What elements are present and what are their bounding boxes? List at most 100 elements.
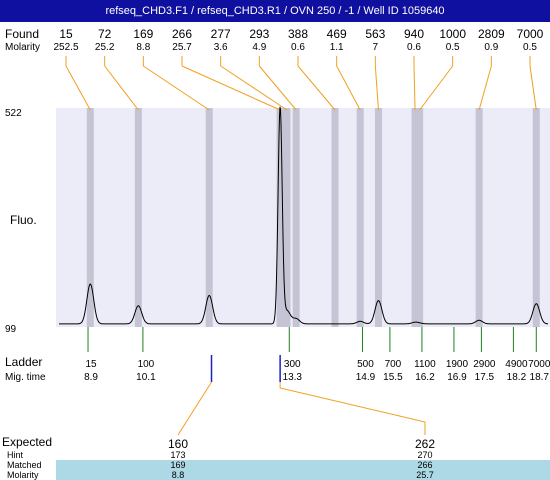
ladder-mig-time: 16.2: [415, 372, 435, 383]
found-peak-size: 388: [288, 27, 308, 41]
fluorescence-trace: [59, 106, 548, 325]
found-peak-molarity: 0.5: [446, 42, 460, 53]
ladder-size: 100: [138, 359, 155, 370]
ladder-size: 1100: [414, 359, 436, 370]
peak-connector: [297, 65, 336, 111]
peak-band: [292, 108, 300, 327]
ladder-mig-time: 10.1: [136, 372, 156, 383]
peak-connector: [181, 65, 281, 111]
ladder-mig-time: 16.9: [447, 372, 467, 383]
found-peak-molarity: 25.2: [95, 42, 115, 53]
peak-connectors: [65, 56, 537, 111]
peak-band: [276, 108, 284, 327]
peak-band: [283, 108, 291, 327]
peak-connector: [258, 65, 297, 111]
ladder-label: Ladder: [5, 355, 42, 369]
expected-connector: [279, 382, 426, 435]
expected-molarity: 8.8: [172, 470, 185, 480]
found-label: Found: [5, 27, 39, 41]
found-peak-size: 15: [59, 27, 73, 41]
found-peak-size: 72: [98, 27, 112, 41]
peak-connector: [413, 65, 416, 111]
expected-matched: 266: [417, 460, 432, 470]
found-peak-molarity: 252.5: [53, 42, 78, 53]
y-tick-bottom: 99: [5, 324, 17, 335]
found-peak-size: 940: [404, 27, 424, 41]
ladder-size: 7000: [528, 359, 550, 370]
ladder-mig-time: 14.9: [356, 372, 376, 383]
found-peak-molarity: 0.6: [291, 42, 305, 53]
peak-connector: [143, 65, 210, 111]
expected-connector: [177, 381, 212, 436]
found-peak-size: 7000: [517, 27, 544, 41]
found-peak-molarity: 3.6: [214, 42, 228, 53]
peak-band: [205, 108, 213, 327]
expected-matched: 169: [170, 460, 185, 470]
ladder-markers: 15 8.9 100 10.1 300 13.3 500 14.9 700 15.5 1100 16.…: [84, 327, 550, 383]
expected-hint: 270: [417, 450, 432, 460]
found-peak-molarity: 7: [373, 42, 379, 53]
found-peak-size: 563: [365, 27, 385, 41]
molarity-label: Molarity: [5, 42, 40, 53]
peak-band: [411, 108, 419, 327]
ladder-size: 500: [357, 359, 374, 370]
electropherogram-chart: Found Molarity Fluo. 522 99 Ladder Mig. …: [5, 27, 550, 436]
ladder-size: 700: [385, 359, 402, 370]
peak-connector: [65, 65, 91, 111]
found-peak-size: 1000: [439, 27, 466, 41]
peak-band: [532, 108, 540, 327]
peak-connector: [529, 65, 537, 111]
found-peak-molarity: 4.9: [252, 42, 266, 53]
expected-size: 160: [168, 437, 188, 451]
ladder-mig-time: 13.3: [283, 372, 303, 383]
ladder-size: 1900: [446, 359, 469, 370]
expected-table: Expected Hint Matched Molarity 160173169…: [2, 435, 435, 480]
found-peak-size: 266: [172, 27, 192, 41]
found-peak-molarity: 8.8: [136, 42, 150, 53]
peak-band: [356, 108, 364, 327]
fluo-axis-label: Fluo.: [10, 213, 37, 227]
peak-connector: [419, 65, 454, 111]
found-peak-molarity: 0.6: [407, 42, 421, 53]
found-peak-size: 469: [327, 27, 347, 41]
peak-band: [331, 108, 339, 327]
peak-connector: [220, 65, 288, 111]
ladder-mig-time: 8.9: [84, 372, 98, 383]
hint-label: Hint: [7, 450, 24, 460]
mig-time-label: Mig. time: [5, 372, 46, 383]
matched-label: Matched: [7, 460, 42, 470]
window-title: refseq_CHD3.F1 / refseq_CHD3.R1 / OVN 25…: [0, 0, 550, 22]
y-tick-top: 522: [5, 108, 22, 119]
peak-connector: [104, 65, 139, 111]
expected-molarity: 25.7: [416, 470, 434, 480]
peak-connector: [478, 65, 492, 111]
expected-hint: 173: [170, 450, 185, 460]
ladder-size: 4900: [505, 359, 528, 370]
found-peak-molarity: 0.5: [523, 42, 537, 53]
found-peak-molarity: 1.1: [330, 42, 344, 53]
found-peak-size: 2809: [478, 27, 505, 41]
ladder-mig-time: 18.2: [507, 372, 527, 383]
peak-band: [475, 108, 483, 327]
found-peak-size: 169: [133, 27, 153, 41]
ladder-mig-time: 17.5: [475, 372, 495, 383]
found-peak-size: 293: [249, 27, 269, 41]
found-peak-size: 277: [211, 27, 231, 41]
found-peak-molarity: 25.7: [172, 42, 192, 53]
peak-band: [86, 108, 94, 327]
molarity-bottom-label: Molarity: [7, 470, 39, 480]
expected-label: Expected: [2, 435, 52, 449]
found-peak-molarity: 0.9: [484, 42, 498, 53]
ladder-size: 300: [284, 359, 301, 370]
peak-band: [416, 108, 424, 327]
ladder-mig-time: 18.7: [530, 372, 550, 383]
peak-bands: [86, 108, 540, 327]
expected-markers: [177, 355, 426, 436]
peak-connector: [336, 65, 361, 111]
ladder-mig-time: 15.5: [383, 372, 403, 383]
expected-size: 262: [415, 437, 435, 451]
ladder-size: 2900: [473, 359, 496, 370]
peak-band: [374, 108, 382, 327]
